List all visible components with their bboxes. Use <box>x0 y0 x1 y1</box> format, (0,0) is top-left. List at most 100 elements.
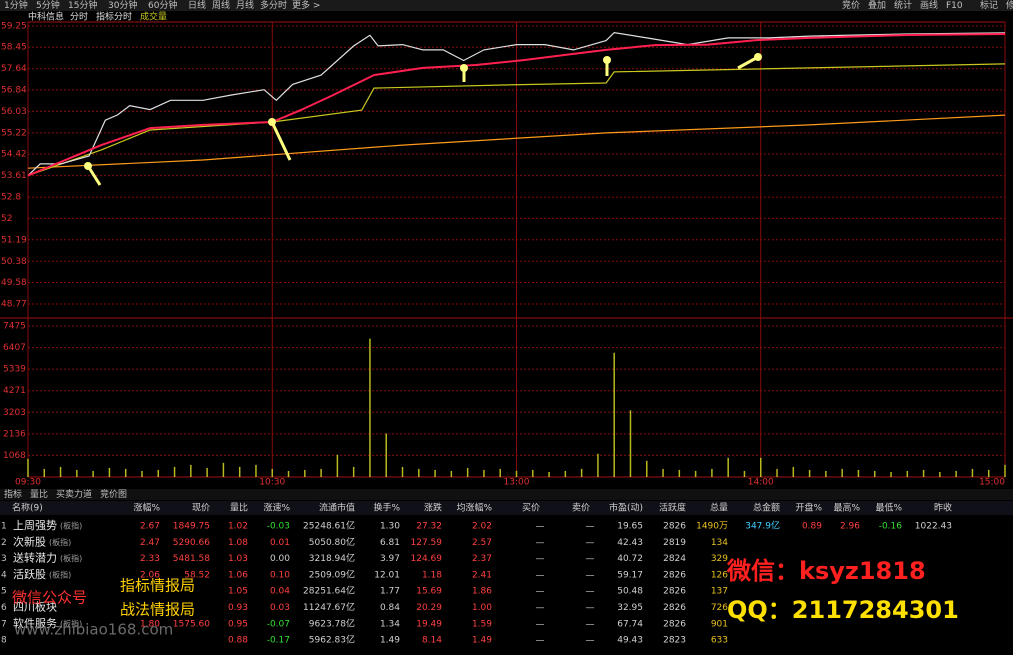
tab[interactable]: 竞价图 <box>100 488 127 500</box>
column-header[interactable]: 涨幅% <box>133 502 160 514</box>
tool-button[interactable]: 画线 <box>920 0 938 11</box>
tab[interactable]: 指标 <box>4 488 22 500</box>
cell: 67.74 <box>617 619 643 629</box>
y-tick-label: 50.38 <box>1 257 27 267</box>
cell: 9623.78亿 <box>309 617 355 629</box>
volume-bar <box>678 469 681 477</box>
volume-bar <box>727 457 729 477</box>
row-name[interactable]: 活跃股 <box>13 567 46 581</box>
cell: — <box>586 554 595 564</box>
cell: -0.07 <box>267 619 290 629</box>
row-tag: (板指) <box>49 537 71 547</box>
tab[interactable]: 量比 <box>30 488 48 500</box>
volume-bar <box>173 466 176 477</box>
column-header[interactable]: 市盈(动) <box>609 502 643 514</box>
tool-button[interactable]: F10 <box>946 1 963 11</box>
cell: 1.30 <box>380 522 400 532</box>
tab[interactable]: 买卖力道 <box>56 488 92 500</box>
column-header[interactable]: 换手% <box>373 502 400 514</box>
cell: — <box>536 587 545 597</box>
column-header[interactable]: 开盘% <box>795 502 822 514</box>
cell: 1022.43 <box>915 522 952 532</box>
y-tick-label: 51.19 <box>1 235 27 245</box>
column-header[interactable]: 活跃度 <box>659 502 686 514</box>
cell: 0.88 <box>228 636 248 646</box>
column-header[interactable]: 流通市值 <box>319 502 355 514</box>
y-tick-label: 5339 <box>3 365 26 375</box>
column-header[interactable]: 总量 <box>710 502 728 514</box>
row-name[interactable]: 次新股 <box>13 534 46 548</box>
y-tick-label: 55.22 <box>1 128 27 138</box>
period-tab[interactable]: 更多 > <box>292 0 320 11</box>
row-number: 7 <box>1 619 7 629</box>
cell: 42.43 <box>617 538 643 548</box>
period-tab[interactable]: 15分钟 <box>68 0 97 11</box>
tool-button[interactable]: 统计 <box>894 0 912 11</box>
cell: 27.32 <box>416 522 442 532</box>
watermark: www.zhibiao168.com <box>14 621 173 639</box>
row-number: 3 <box>1 554 7 564</box>
cell: — <box>586 522 595 532</box>
y-tick-label: 52 <box>1 214 12 224</box>
row-name[interactable]: 送转潜力 <box>13 551 57 565</box>
cell: 1.06 <box>228 570 248 580</box>
column-header[interactable]: 卖价 <box>572 503 590 514</box>
volume-bar <box>255 464 257 477</box>
period-tab[interactable]: 周线 <box>212 0 230 11</box>
cell: 2819 <box>663 538 686 548</box>
column-header[interactable]: 买价 <box>522 503 540 514</box>
cell: — <box>586 603 595 613</box>
column-header[interactable]: 最低% <box>875 502 902 514</box>
volume-bar <box>694 470 697 477</box>
cell: 1.49 <box>380 636 400 646</box>
watermark: 微信公众号 <box>12 589 87 607</box>
volume-bar <box>418 468 420 477</box>
period-tab[interactable]: 1分钟 <box>4 0 28 11</box>
volume-bar <box>238 466 241 477</box>
period-tab[interactable]: 月线 <box>236 0 254 11</box>
price-line <box>27 33 1006 177</box>
tool-button[interactable]: 竞价 <box>842 0 860 11</box>
column-header[interactable]: 涨跌 <box>424 503 442 514</box>
row-number: 6 <box>1 603 7 613</box>
cell: 0.10 <box>270 570 290 580</box>
column-header[interactable]: 涨速% <box>263 503 290 514</box>
cell: 1575.60 <box>173 619 210 629</box>
column-header[interactable]: 量比 <box>230 502 248 514</box>
cell: — <box>586 587 595 597</box>
x-tick-label: 10:30 <box>259 478 285 488</box>
y-tick-label: 1068 <box>3 451 26 461</box>
row-name[interactable]: 软件服务 <box>13 616 57 630</box>
period-tab[interactable]: 30分钟 <box>108 0 137 11</box>
column-header[interactable]: 总金额 <box>753 502 780 514</box>
tool-button[interactable]: 标记 <box>980 0 998 11</box>
cell: 32.95 <box>617 603 643 613</box>
period-tab[interactable]: 日线 <box>188 0 206 11</box>
volume-bar <box>841 468 843 477</box>
column-header[interactable]: 最高% <box>833 502 860 514</box>
column-header[interactable]: 现价 <box>192 503 210 514</box>
row-name[interactable]: 上周强势 <box>13 519 57 532</box>
period-tab[interactable]: 多分时 <box>260 0 287 11</box>
cell: — <box>586 570 595 580</box>
volume-bar <box>792 466 795 477</box>
volume-bar <box>222 462 225 477</box>
column-header[interactable]: 均涨幅% <box>456 502 492 514</box>
cell: 5290.66 <box>173 538 210 548</box>
volume-bar <box>955 470 957 477</box>
cell: 0.00 <box>270 554 290 564</box>
cell: — <box>536 570 545 580</box>
tool-button[interactable]: 叠加 <box>868 0 886 11</box>
volume-bar <box>857 469 860 477</box>
period-tab[interactable]: 60分钟 <box>148 0 177 11</box>
tool-button[interactable]: 修改 <box>1006 0 1013 11</box>
row-name[interactable]: 四川板块 <box>13 600 57 614</box>
price-line <box>27 114 1006 169</box>
volume-bar <box>206 467 208 477</box>
period-tab[interactable]: 5分钟 <box>36 0 60 11</box>
column-header[interactable]: 昨收 <box>934 502 952 514</box>
cell: 28251.64亿 <box>303 585 355 597</box>
cell: 1849.75 <box>173 522 210 532</box>
volume-bar <box>108 467 111 477</box>
